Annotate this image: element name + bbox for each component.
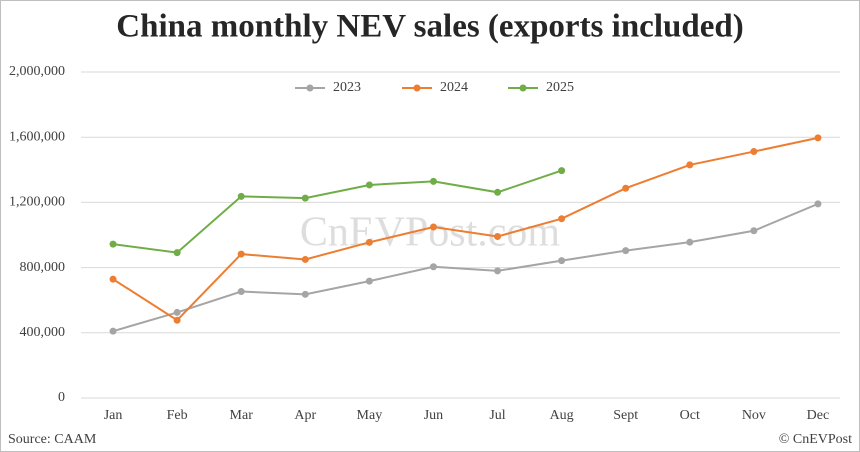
data-point <box>494 232 502 240</box>
data-point <box>814 200 822 208</box>
watermark: CnEVPost.com <box>300 210 561 256</box>
data-point <box>750 227 758 235</box>
data-point <box>365 238 373 246</box>
data-point <box>173 249 181 257</box>
x-tick-label: Nov <box>742 408 766 423</box>
data-point <box>173 316 181 324</box>
data-point <box>429 177 437 185</box>
data-point <box>622 247 630 255</box>
data-point <box>750 148 758 156</box>
legend-marker <box>519 84 527 92</box>
series-line <box>112 202 819 333</box>
y-tick-label: 800,000 <box>20 260 66 275</box>
legend-label: 2024 <box>440 80 468 95</box>
data-point <box>558 257 566 265</box>
data-point <box>301 290 309 298</box>
y-tick-label: 2,000,000 <box>9 64 65 79</box>
legend-label: 2025 <box>546 80 574 95</box>
data-point <box>237 192 245 200</box>
legend-label: 2023 <box>333 80 361 95</box>
x-tick-label: Sept <box>613 408 638 423</box>
x-tick-label: May <box>357 408 383 423</box>
data-point <box>301 255 309 263</box>
data-point <box>494 267 502 275</box>
data-point <box>301 194 309 202</box>
x-tick-label: Aug <box>550 408 574 423</box>
y-tick-label: 1,200,000 <box>9 195 65 210</box>
data-point <box>429 263 437 271</box>
legend-marker <box>306 84 314 92</box>
y-tick-label: 0 <box>58 390 65 405</box>
data-point <box>622 184 630 192</box>
credit: © CnEVPost <box>779 432 852 447</box>
series-line <box>112 136 819 322</box>
data-point <box>686 161 694 169</box>
data-point <box>173 308 181 316</box>
data-point <box>109 327 117 335</box>
data-point <box>558 215 566 223</box>
data-point <box>365 277 373 285</box>
data-point <box>814 134 822 142</box>
series-line <box>112 169 562 254</box>
data-point <box>494 188 502 196</box>
y-tick-label: 400,000 <box>20 325 66 340</box>
data-point <box>365 181 373 189</box>
y-tick-label: 1,600,000 <box>9 129 65 144</box>
x-tick-label: Feb <box>167 408 188 423</box>
x-tick-label: Jul <box>489 408 505 423</box>
source: Source: CAAM <box>8 432 97 447</box>
x-tick-label: Oct <box>680 408 700 423</box>
data-point <box>558 167 566 175</box>
x-tick-label: Apr <box>294 408 316 423</box>
data-point <box>109 240 117 248</box>
x-tick-label: Jun <box>424 408 443 423</box>
data-point <box>686 238 694 246</box>
x-tick-label: Mar <box>230 408 254 423</box>
data-point <box>237 288 245 296</box>
x-tick-label: Jan <box>104 408 123 423</box>
x-tick-label: Dec <box>807 408 830 423</box>
data-point <box>237 250 245 258</box>
data-point <box>109 275 117 283</box>
legend-marker <box>413 84 421 92</box>
data-point <box>429 223 437 231</box>
chart-title: China monthly NEV sales (exports include… <box>116 9 743 45</box>
